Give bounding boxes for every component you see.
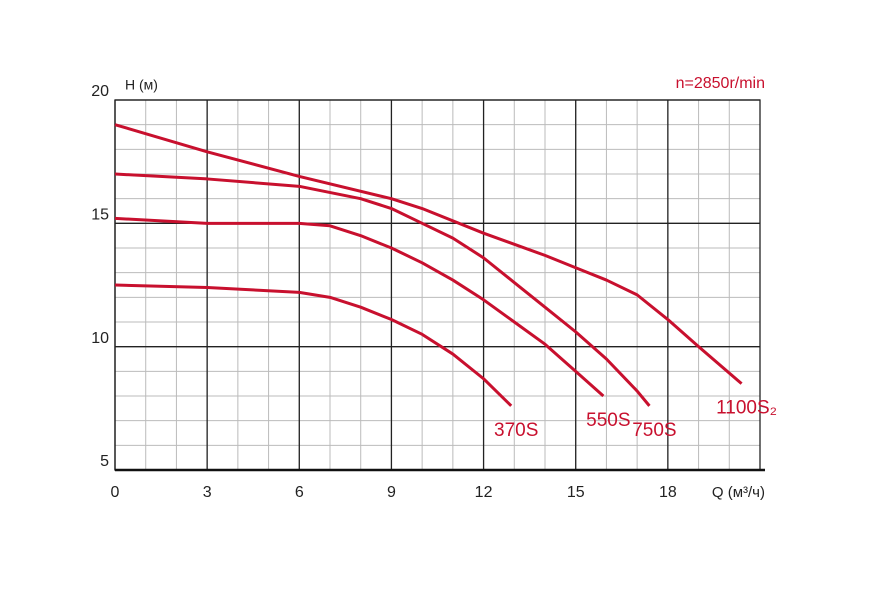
curve: [114, 172, 651, 407]
series-label: 750S: [632, 420, 676, 441]
series-label: 1100S₂: [716, 398, 777, 419]
x-tick-label: 9: [387, 484, 396, 501]
plot-frame: [114, 99, 761, 471]
annotation: n=2850r/min: [676, 75, 765, 92]
x-tick-label: 18: [659, 484, 677, 501]
x-tick-label: 15: [567, 484, 585, 501]
curve: [114, 283, 513, 407]
x-tick-label: 12: [475, 484, 493, 501]
series-label: 550S: [586, 410, 630, 431]
x-tick-label: 6: [295, 484, 304, 501]
y-axis-label: H (м): [125, 77, 158, 93]
x-axis-label: Q (м³/ч): [712, 484, 765, 501]
x-tick-label: 0: [111, 484, 120, 501]
y-tick-label: 5: [100, 453, 109, 470]
y-tick-label: 20: [91, 83, 109, 100]
x-tick-label: 3: [203, 484, 212, 501]
y-tick-label: 10: [91, 330, 109, 347]
y-tick-label: 15: [91, 207, 109, 224]
curve: [114, 216, 605, 398]
series-label: 370S: [494, 420, 538, 441]
curve: [114, 123, 743, 385]
